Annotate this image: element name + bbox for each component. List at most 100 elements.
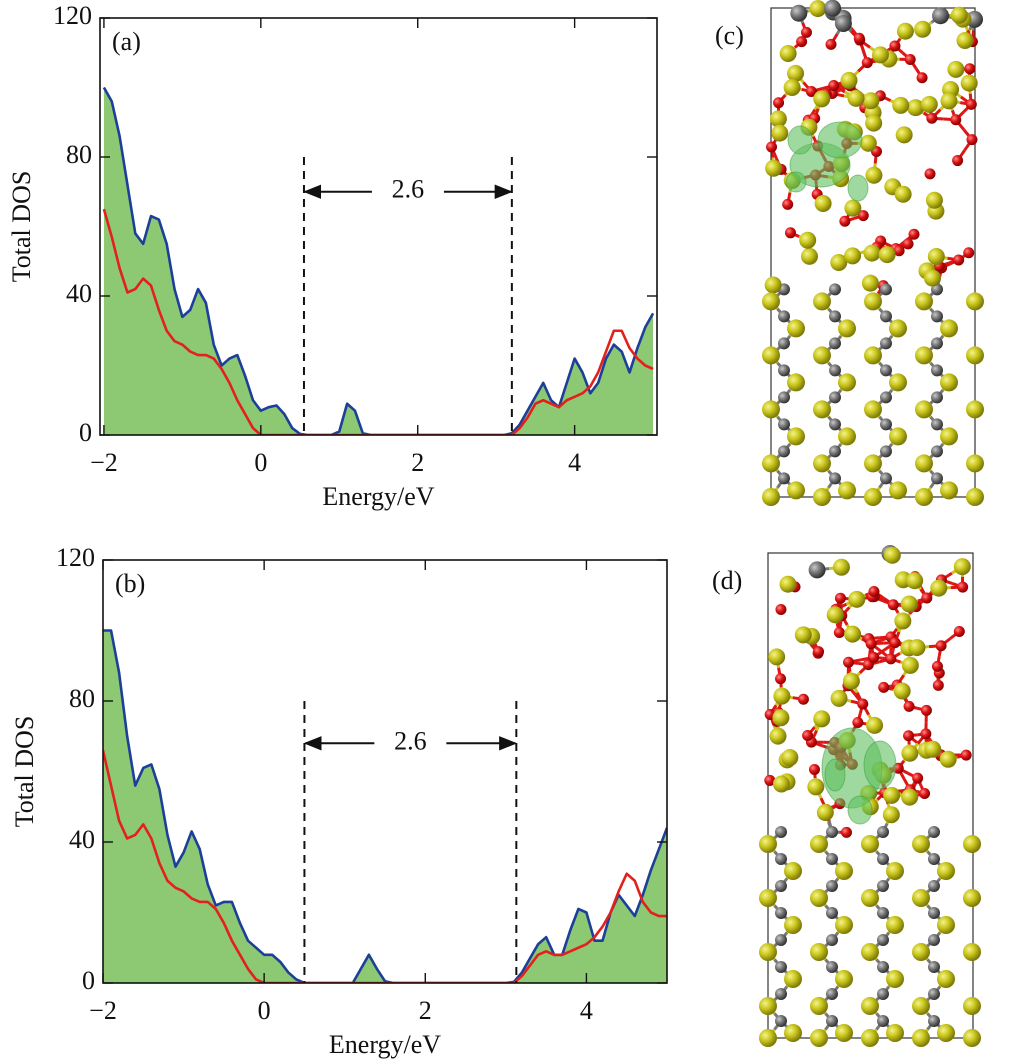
atom xyxy=(826,606,844,624)
atom xyxy=(847,89,865,107)
atom xyxy=(937,862,955,880)
atom xyxy=(937,970,955,988)
atom xyxy=(931,418,943,431)
atom xyxy=(915,454,933,473)
atom xyxy=(893,682,911,700)
charge-density xyxy=(863,740,897,790)
atom xyxy=(809,0,827,18)
atom xyxy=(775,934,787,946)
atom xyxy=(802,730,814,742)
atom xyxy=(861,835,879,853)
atom xyxy=(859,134,877,152)
dos-line xyxy=(102,86,655,435)
atom xyxy=(826,961,838,973)
atom xyxy=(844,247,862,265)
atom xyxy=(807,778,825,796)
atom xyxy=(928,1015,940,1027)
panel-label: (d) xyxy=(712,566,742,595)
atom xyxy=(778,445,790,458)
y-tick-label: 40 xyxy=(69,825,95,854)
atom xyxy=(852,716,864,728)
atom xyxy=(864,454,882,473)
atom xyxy=(826,826,838,838)
atom xyxy=(838,481,856,500)
atom xyxy=(907,99,925,117)
atom xyxy=(928,853,940,865)
atom xyxy=(839,215,851,227)
structure: (c) xyxy=(715,0,984,506)
x-tick-label: 2 xyxy=(411,448,424,477)
atom xyxy=(912,835,930,853)
atom xyxy=(778,364,790,377)
charge-density xyxy=(847,795,873,825)
plot-frame xyxy=(99,17,658,436)
x-tick-label: −2 xyxy=(90,448,118,477)
atom xyxy=(953,254,965,266)
atom xyxy=(838,319,856,338)
atom xyxy=(880,391,892,404)
atom xyxy=(901,788,919,806)
atom xyxy=(848,590,866,608)
atom xyxy=(880,310,892,323)
atom xyxy=(931,310,943,323)
atom xyxy=(775,853,787,865)
atom xyxy=(784,1024,802,1042)
atom xyxy=(937,1024,955,1042)
atom xyxy=(880,472,892,485)
atom xyxy=(921,592,933,604)
y-tick-label: 80 xyxy=(66,140,92,169)
atom xyxy=(877,907,889,919)
atom xyxy=(782,198,794,210)
atom xyxy=(895,126,913,144)
atom xyxy=(931,337,943,350)
atom xyxy=(759,889,777,907)
atom xyxy=(775,988,787,1000)
atom xyxy=(779,575,797,593)
atom xyxy=(829,364,841,377)
atom xyxy=(892,96,910,114)
atom xyxy=(953,626,965,638)
atom xyxy=(966,454,984,473)
atom xyxy=(932,679,944,691)
atom xyxy=(887,599,899,611)
atom xyxy=(937,916,955,934)
atom xyxy=(930,579,948,597)
atom xyxy=(765,159,783,177)
atom xyxy=(864,292,882,311)
atom xyxy=(764,276,782,294)
atom xyxy=(861,274,879,292)
atom xyxy=(931,660,943,672)
atom xyxy=(759,835,777,853)
atom xyxy=(916,72,928,84)
atom xyxy=(824,0,842,17)
atom xyxy=(826,1015,838,1027)
atom xyxy=(925,191,943,209)
gap-label: 2.6 xyxy=(392,175,425,204)
atom xyxy=(940,427,958,446)
atom xyxy=(771,124,789,142)
atom xyxy=(787,319,805,338)
atom xyxy=(912,1029,930,1047)
atom xyxy=(813,488,831,506)
atom xyxy=(833,626,845,638)
atom xyxy=(877,961,889,973)
atom xyxy=(778,337,790,350)
atom xyxy=(842,672,860,690)
y-axis-label: Total DOS xyxy=(10,716,39,828)
atom xyxy=(829,337,841,350)
atom xyxy=(966,134,978,146)
atom xyxy=(796,36,808,48)
atom xyxy=(826,907,838,919)
atom xyxy=(877,934,889,946)
atom xyxy=(880,283,892,296)
atom xyxy=(950,6,968,24)
atom xyxy=(963,835,981,853)
atom xyxy=(915,292,933,311)
atom xyxy=(935,640,947,652)
atom xyxy=(963,943,981,961)
atom xyxy=(810,1029,828,1047)
atom xyxy=(778,418,790,431)
atom xyxy=(868,651,880,663)
atom xyxy=(813,90,831,108)
atom xyxy=(787,373,805,392)
